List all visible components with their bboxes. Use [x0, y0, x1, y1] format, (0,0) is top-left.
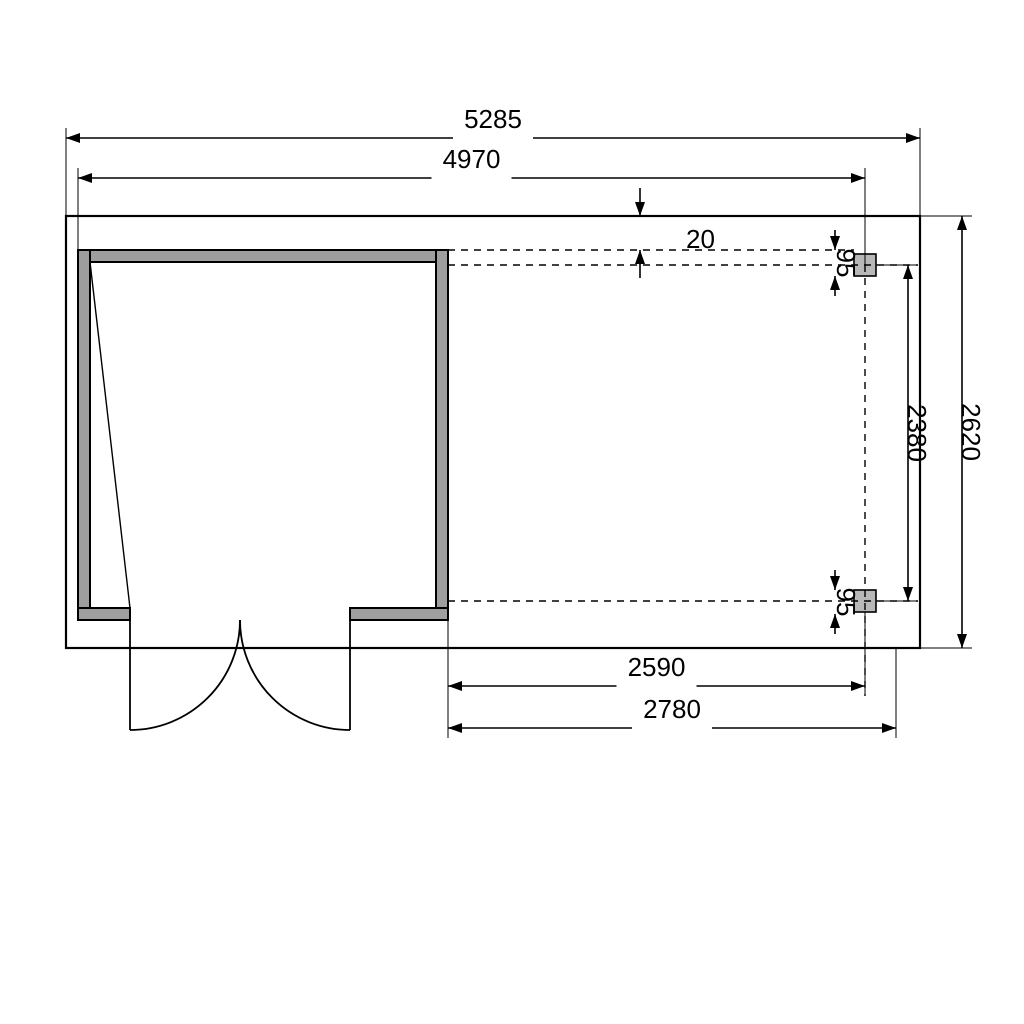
svg-text:20: 20	[686, 224, 715, 254]
svg-text:2780: 2780	[643, 694, 701, 724]
svg-text:95: 95	[831, 249, 861, 278]
svg-text:2380: 2380	[902, 404, 932, 462]
svg-text:2620: 2620	[956, 403, 986, 461]
canvas	[0, 0, 1024, 1024]
room-wall-right	[436, 250, 448, 620]
room-wall-top	[78, 250, 448, 262]
room-wall-bottom-right	[350, 608, 448, 620]
svg-text:5285: 5285	[464, 104, 522, 134]
svg-text:2590: 2590	[628, 652, 686, 682]
room-wall-left	[78, 250, 90, 620]
svg-text:4970: 4970	[443, 144, 501, 174]
svg-text:95: 95	[831, 588, 861, 617]
room-wall-bottom-left	[78, 608, 130, 620]
